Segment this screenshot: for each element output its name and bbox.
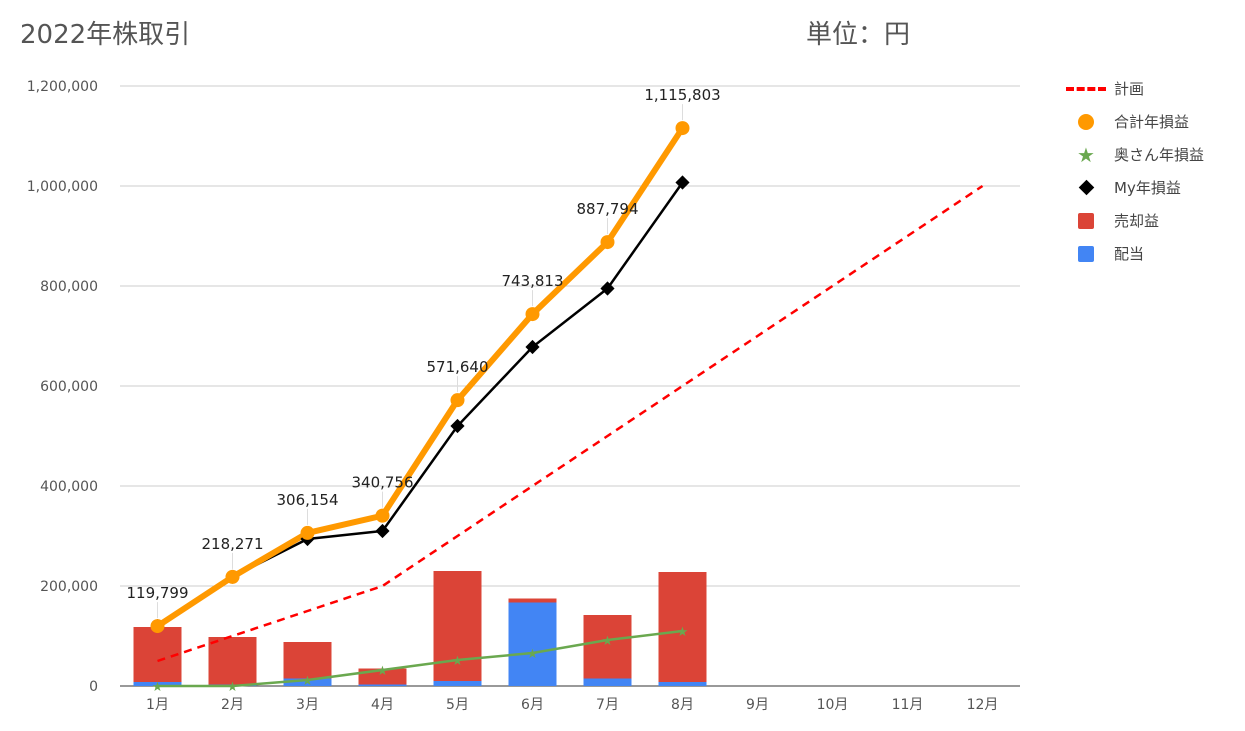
wife-star-marker: ★	[602, 634, 614, 649]
x-tick-label: 2月	[221, 697, 244, 713]
legend-label: 売却益	[1114, 212, 1160, 230]
data-label: 306,154	[276, 491, 338, 509]
x-tick-label: 6月	[521, 697, 544, 713]
sale-bar	[208, 637, 257, 685]
total-point	[525, 307, 540, 322]
sale-bar	[283, 642, 332, 679]
data-label: 340,756	[351, 474, 413, 492]
wife-star-marker: ★	[527, 647, 539, 662]
x-tick-label: 4月	[371, 697, 394, 713]
wife-star-marker: ★	[377, 664, 389, 679]
legend-item-plan: 計画	[1058, 72, 1204, 105]
data-label: 119,799	[126, 584, 188, 602]
diamond-icon	[1078, 179, 1094, 196]
y-tick-label: 400,000	[40, 479, 98, 495]
x-tick-label: 11月	[892, 697, 924, 713]
square-icon	[1078, 245, 1094, 262]
y-tick-label: 1,000,000	[27, 179, 98, 195]
dividend-bar	[133, 682, 182, 686]
data-label: 1,115,803	[644, 86, 720, 104]
legend-item-wife: ★ 奥さん年損益	[1058, 138, 1204, 171]
dividend-bar	[283, 678, 332, 686]
my-diamond-marker	[450, 418, 465, 434]
star-icon: ★	[1077, 142, 1095, 167]
plan-line	[157, 184, 984, 663]
my-diamond-marker	[525, 339, 540, 355]
legend-label: 計画	[1114, 80, 1145, 98]
my-diamond-marker	[675, 175, 690, 190]
total-point	[450, 393, 465, 408]
data-label: 887,794	[576, 200, 638, 218]
legend-label: My年損益	[1114, 179, 1181, 197]
dividend-bar	[508, 602, 557, 686]
legend-label: 配当	[1114, 245, 1145, 263]
sale-bar	[583, 615, 632, 679]
total-line	[154, 125, 686, 630]
x-tick-label: 9月	[746, 697, 769, 713]
total-point	[600, 235, 615, 250]
x-tick-label: 7月	[596, 697, 619, 713]
y-tick-label: 800,000	[40, 279, 98, 295]
sale-bar	[508, 598, 557, 603]
wife-line	[157, 629, 683, 688]
y-tick-label: 0	[89, 679, 98, 695]
unit-label: 単位：円	[806, 20, 911, 50]
total-point	[300, 525, 315, 540]
chart-legend: 計画 合計年損益 ★ 奥さん年損益 My年損益 売却益 配当	[1058, 72, 1204, 270]
data-label: 218,271	[201, 535, 263, 553]
wife-star-marker: ★	[152, 680, 164, 695]
dividend-bar	[658, 682, 707, 686]
legend-label: 合計年損益	[1114, 113, 1190, 131]
x-tick-label: 8月	[671, 697, 694, 713]
legend-item-sale: 売却益	[1058, 204, 1204, 237]
y-tick-label: 600,000	[40, 379, 98, 395]
dividend-bar	[433, 681, 482, 686]
x-tick-label: 12月	[967, 697, 999, 713]
total-point	[375, 508, 390, 523]
sale-bar	[658, 572, 707, 682]
total-point	[225, 569, 240, 584]
x-tick-label: 1月	[146, 697, 169, 713]
total-point	[675, 121, 690, 136]
wife-star-marker: ★	[452, 654, 464, 669]
square-icon	[1078, 212, 1094, 229]
dividend-bar	[358, 684, 407, 686]
data-label: 743,813	[501, 272, 563, 290]
legend-item-my: My年損益	[1058, 171, 1204, 204]
x-tick-label: 10月	[817, 697, 849, 713]
chart-plot-area: 0 200,000 400,000 600,000 800,000 1,000,000 1,…	[27, 79, 1020, 713]
y-tick-label: 1,200,000	[27, 79, 98, 95]
my-diamond-marker	[600, 281, 615, 296]
wife-star-marker: ★	[677, 625, 689, 640]
x-tick-label: 3月	[296, 697, 319, 713]
wife-star-marker: ★	[227, 680, 239, 695]
dashed-line-icon	[1066, 86, 1106, 91]
x-tick-label: 5月	[446, 697, 469, 713]
circle-icon	[1078, 113, 1094, 130]
dividend-bar	[583, 678, 632, 686]
my-diamond-marker	[375, 523, 390, 539]
wife-star-marker: ★	[302, 674, 314, 689]
data-label: 571,640	[426, 358, 488, 376]
legend-item-dividend: 配当	[1058, 237, 1204, 270]
y-tick-label: 200,000	[40, 579, 98, 595]
chart-title: 2022年株取引	[20, 20, 191, 50]
total-point	[150, 619, 165, 634]
legend-label: 奥さん年損益	[1114, 146, 1205, 164]
legend-item-total: 合計年損益	[1058, 105, 1204, 138]
